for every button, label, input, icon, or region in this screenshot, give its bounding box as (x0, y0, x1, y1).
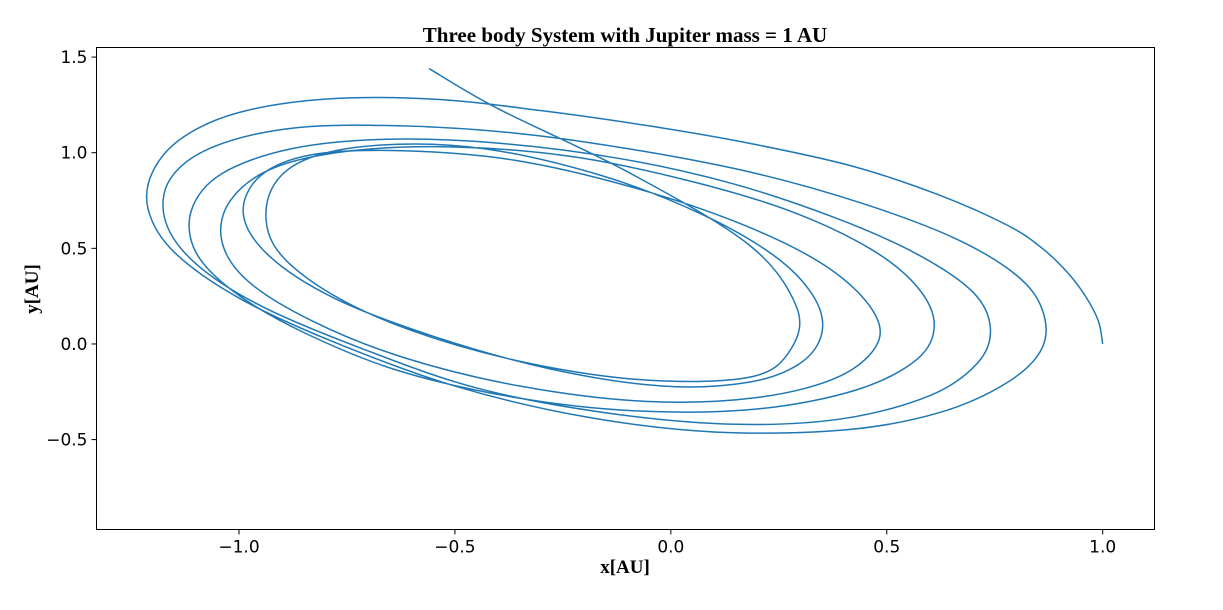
y-axis-label: y[AU] (22, 264, 43, 314)
x-tick-label: 1.0 (1089, 538, 1116, 558)
plot-area (145, 67, 1104, 434)
x-axis: −1.0 −0.5 0.0 0.5 1.0 (218, 529, 1116, 558)
y-tick-label: 0.5 (60, 239, 87, 259)
x-tick-label: 0.0 (657, 538, 684, 558)
x-tick-label: −0.5 (434, 538, 475, 558)
x-tick-label: −1.0 (218, 538, 259, 558)
y-tick-label: −0.5 (46, 431, 87, 451)
y-tick-label: 1.0 (60, 144, 87, 164)
y-axis: −0.5 0.0 0.5 1.0 1.5 (46, 48, 97, 451)
y-tick-label: 1.5 (60, 48, 87, 68)
chart-title: Three body System with Jupiter mass = 1 … (423, 23, 827, 47)
series-line-0 (145, 67, 1104, 434)
plot-frame (96, 47, 1155, 530)
x-axis-label: x[AU] (600, 557, 650, 578)
x-tick-label: 0.5 (873, 538, 900, 558)
y-tick-label: 0.0 (60, 335, 87, 355)
